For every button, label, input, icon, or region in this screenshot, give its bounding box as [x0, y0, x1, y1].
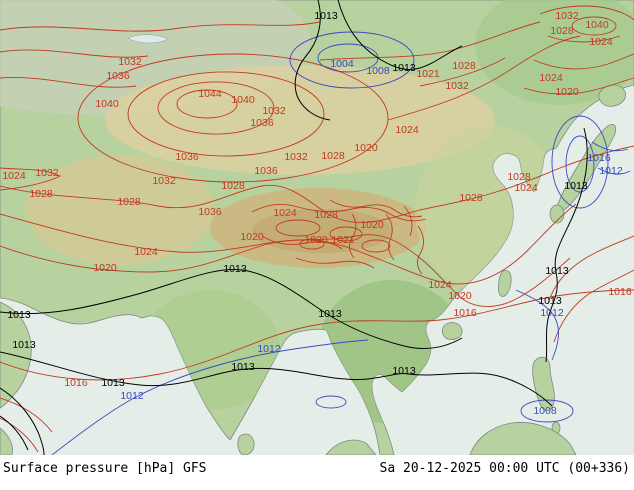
- isobar-label: 1040: [231, 94, 255, 106]
- isobar-label: 1028: [452, 60, 476, 72]
- isobar-label: 1013: [12, 339, 36, 351]
- isobar-label: 1024: [2, 170, 26, 182]
- isobar-label: 1024: [134, 246, 158, 258]
- isobar-label: 1012: [120, 390, 144, 402]
- isobar-label: 1020: [93, 262, 117, 274]
- isobar-label: 1028: [550, 25, 574, 37]
- isobar-label: 1028: [321, 150, 345, 162]
- isobar-labels-layer: 1032 1036 1040 1044 1040 1032 1036 1032 1028 1020…: [2, 10, 632, 417]
- land-arabia-edge: [0, 301, 32, 409]
- isobar-label: 1044: [198, 88, 222, 100]
- isobar-label: 1028: [29, 188, 53, 200]
- isobar-label: 1020: [304, 234, 328, 246]
- isobar-label: 1020: [555, 86, 579, 98]
- isobar-label: 1008: [366, 65, 390, 77]
- isobar-label: 1028: [459, 192, 483, 204]
- isobar-label: 1012: [257, 343, 281, 355]
- isobar-label: 1024: [395, 124, 419, 136]
- isobar-label: 1013: [564, 180, 588, 192]
- isobar-label: 1004: [330, 58, 354, 70]
- isobar-label: 1021: [416, 68, 440, 80]
- statusbar: Surface pressure [hPa] GFS Sa 20-12-2025…: [0, 455, 634, 490]
- isobar-label: 1024: [514, 182, 538, 194]
- isobar-label: 1016: [587, 152, 611, 164]
- isobar-label: 1013: [231, 361, 255, 373]
- isobar-label: 1020: [360, 219, 384, 231]
- isobar-label: 1024: [428, 279, 452, 291]
- isobar-label: 1013: [101, 377, 125, 389]
- isobar-label: 1032: [152, 175, 176, 187]
- isobar-label: 1013: [7, 309, 31, 321]
- isobar-label: 1032: [262, 105, 286, 117]
- isobar-label: 1013: [545, 265, 569, 277]
- isobar-label: 1008: [533, 405, 557, 417]
- isobar-label: 1032: [35, 167, 59, 179]
- isobar-label: 1020: [354, 142, 378, 154]
- map-title: Surface pressure [hPa] GFS: [3, 461, 207, 476]
- isobar-label: 1040: [95, 98, 119, 110]
- timestamp: Sa 20-12-2025 00:00 UTC (00+336): [379, 461, 630, 476]
- isobar-label: 1016: [64, 377, 88, 389]
- isobar-label: 1036: [175, 151, 199, 163]
- pressure-map: 1032 1036 1040 1044 1040 1032 1036 1032 1028 1020…: [0, 0, 634, 455]
- isobar-label: 1032: [445, 80, 469, 92]
- island-borneo: [469, 422, 577, 455]
- island-taiwan: [498, 270, 512, 297]
- land-africa-horn-edge: [0, 427, 13, 455]
- isobar-label: 1020: [448, 290, 472, 302]
- isobar-label: 1013: [392, 365, 416, 377]
- island-sumatra: [325, 439, 377, 455]
- isobar-label: 1036: [250, 117, 274, 129]
- lake-balkhash: [127, 34, 169, 44]
- isobar-label: 1013: [314, 10, 338, 22]
- isobar-label: 1028: [314, 209, 338, 221]
- isobar-label: 1040: [585, 19, 609, 31]
- isobar-label: 1032: [118, 56, 142, 68]
- isobar-label: 1013: [392, 62, 416, 74]
- isobar-label: 1021: [331, 234, 355, 246]
- isobar-label: 1013: [318, 308, 342, 320]
- isobar-label: 1028: [221, 180, 245, 192]
- isobar-label: 1028: [507, 171, 531, 183]
- isobar-label: 1024: [539, 72, 563, 84]
- isobar-label: 1024: [589, 36, 613, 48]
- isobar-label: 1036: [198, 206, 222, 218]
- isobar-label: 1036: [254, 165, 278, 177]
- isobar-label: 1013: [223, 263, 247, 275]
- isobar-label: 1012: [599, 165, 623, 177]
- isobar-label: 1020: [240, 231, 264, 243]
- isobars-1013: [0, 0, 588, 455]
- isobar-label: 1036: [106, 70, 130, 82]
- island-hainan: [441, 322, 463, 340]
- isobar-label: 1028: [117, 196, 141, 208]
- island-srilanka: [237, 433, 255, 455]
- isobar-label: 1016: [608, 286, 632, 298]
- map-canvas: [0, 0, 634, 455]
- isobar-label: 1016: [453, 307, 477, 319]
- isobar-label: 1013: [538, 295, 562, 307]
- isobar-label: 1024: [273, 207, 297, 219]
- isobar-label: 1032: [284, 151, 308, 163]
- isobar-label: 1032: [555, 10, 579, 22]
- isobar-label: 1012: [540, 307, 564, 319]
